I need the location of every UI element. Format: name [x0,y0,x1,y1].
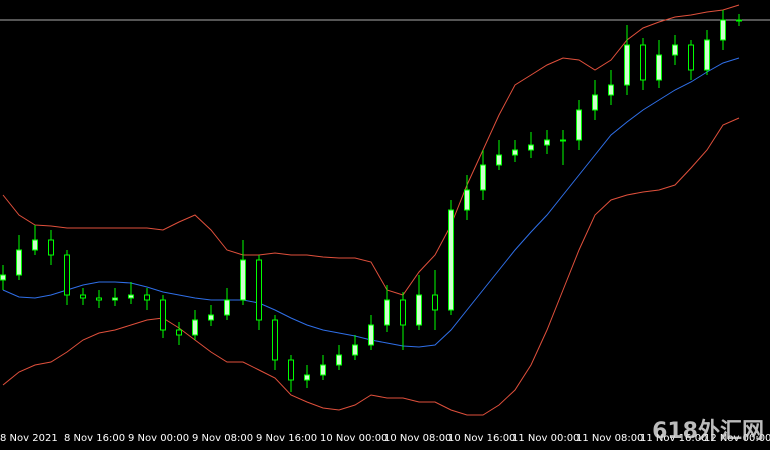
x-tick-label: 11 Nov 16:00 [640,433,707,444]
candle-body [288,359,294,381]
candle-body [112,297,118,301]
candle-body [208,314,214,321]
candle-body [32,239,38,251]
candle-body [304,374,310,381]
x-tick-label: 8 Nov 2021 [0,433,58,444]
x-tick-label: 12 Nov 00:00 [704,433,770,444]
x-tick-label: 9 Nov 00:00 [128,433,189,444]
candle-body [464,189,470,211]
candle-body [128,294,134,299]
candle-body [256,259,262,321]
x-tick-label: 10 Nov 08:00 [384,433,451,444]
candle-body [720,19,726,41]
candle-body [624,44,630,86]
candle-body [96,297,102,301]
candle-body [176,329,182,336]
x-tick-label: 10 Nov 16:00 [448,433,515,444]
candle-body [144,294,150,301]
candle-body [448,209,454,311]
candle-body [272,319,278,361]
candle-body [160,299,166,331]
x-tick-label: 9 Nov 16:00 [256,433,317,444]
candle-body [736,19,742,22]
band-line [2,117,740,416]
candle-body [192,319,198,336]
candle-body [560,139,566,142]
candle-body [320,364,326,376]
x-tick-label: 9 Nov 08:00 [192,433,253,444]
candle-body [496,154,502,166]
candle-body [224,299,230,316]
candle-body [656,54,662,81]
candle-body [16,249,22,276]
candle-body [704,39,710,71]
x-tick-label: 8 Nov 16:00 [64,433,125,444]
x-tick-label: 10 Nov 00:00 [320,433,387,444]
x-tick-label: 11 Nov 00:00 [512,433,579,444]
candle-body [80,294,86,299]
candle-body [592,94,598,111]
candle-body [544,139,550,146]
candle-body [400,299,406,326]
candle-body [352,344,358,356]
candle-body [688,44,694,71]
candle-body [368,324,374,346]
band-line [2,4,740,296]
candle-body [576,109,582,141]
watermark: 618外汇网 [652,418,764,444]
candle-body [672,44,678,56]
candle-body [432,294,438,311]
candle-body [384,299,390,326]
candle-body [336,354,342,366]
candle-body [64,254,70,296]
candle-body [240,259,246,301]
candle-body [48,239,54,256]
x-tick-label: 11 Nov 08:00 [576,433,643,444]
candle-body [480,164,486,191]
candle-body [608,84,614,96]
candle-body [416,294,422,326]
candle-body [640,44,646,81]
candle-body [512,149,518,156]
candle-body [528,144,534,151]
candle-body [0,274,6,281]
